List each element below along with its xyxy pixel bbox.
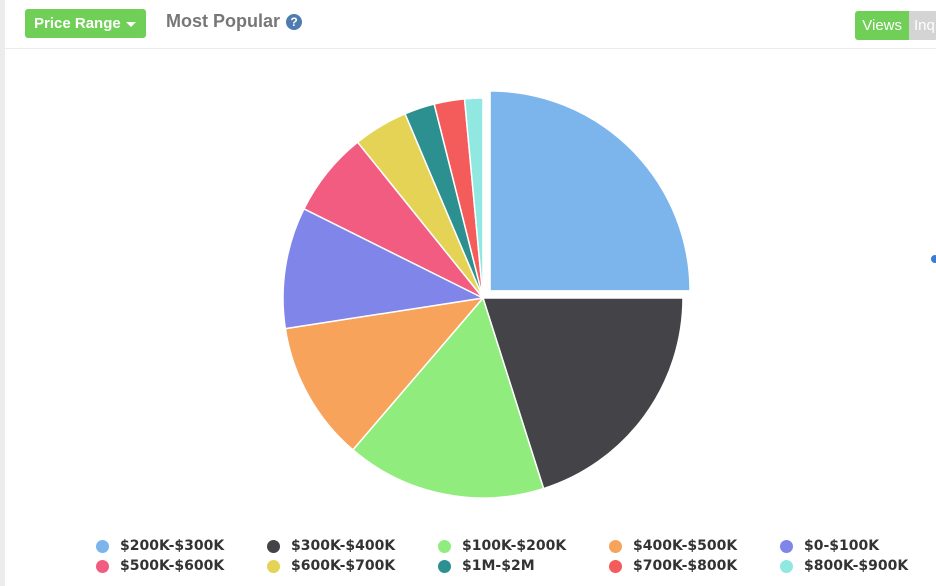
legend-item-1m-2m[interactable]: $1M-$2M: [438, 557, 609, 575]
legend-label: $500K-$600K: [120, 558, 225, 574]
pie-slice-800k-900k[interactable]: [463, 97, 484, 299]
legend-item-700k-800k[interactable]: $700K-$800K: [609, 557, 780, 575]
legend-swatch: [96, 559, 109, 573]
legend-item-600k-700k[interactable]: $600K-$700K: [267, 557, 438, 575]
pie-slice-300k-400k[interactable]: [482, 297, 684, 490]
legend-item-200k-300k[interactable]: $200K-$300K: [96, 537, 267, 555]
edge-marker: [931, 255, 936, 263]
legend-swatch: [96, 539, 109, 553]
toggle-inquiries-button[interactable]: Inq: [909, 11, 936, 40]
legend-label: $1M-$2M: [462, 558, 535, 574]
pie-slice-400k-500k[interactable]: [284, 297, 484, 451]
legend-item-300k-400k[interactable]: $300K-$400K: [267, 537, 438, 555]
legend-swatch: [267, 539, 280, 553]
legend-swatch: [267, 559, 280, 573]
legend-swatch: [780, 539, 793, 553]
legend-swatch: [609, 559, 622, 573]
help-circle-icon[interactable]: ?: [286, 13, 303, 30]
legend-label: $200K-$300K: [120, 538, 225, 554]
legend-label: $700K-$800K: [633, 558, 738, 574]
legend-swatch: [609, 539, 622, 553]
legend-swatch: [438, 539, 451, 553]
title-text: Most Popular: [166, 11, 281, 31]
legend-item-500k-600k[interactable]: $500K-$600K: [96, 557, 267, 575]
toggle-views-button[interactable]: Views: [855, 11, 909, 40]
price-range-button[interactable]: Price Range: [25, 9, 146, 38]
toolbar: Price Range Most Popular ? Views Inq: [5, 0, 936, 49]
pie-slice-100k-200k[interactable]: [352, 297, 545, 499]
legend-swatch: [438, 559, 451, 573]
pie-slice-0-100k[interactable]: [282, 208, 484, 330]
price-range-label: Price Range: [34, 15, 121, 32]
legend-item-0-100k[interactable]: $0-$100K: [780, 537, 936, 555]
page-title: Most Popular ?: [166, 11, 303, 32]
legend-item-400k-500k[interactable]: $400K-$500K: [609, 537, 780, 555]
legend-label: $600K-$700K: [291, 558, 396, 574]
legend-item-100k-200k[interactable]: $100K-$200K: [438, 537, 609, 555]
legend-label: $800K-$900K: [804, 558, 909, 574]
caret-down-icon: [125, 22, 136, 27]
legend-item-800k-900k[interactable]: $800K-$900K: [780, 557, 936, 575]
legend-label: $300K-$400K: [291, 538, 396, 554]
view-toggle: Views Inq: [855, 11, 936, 40]
pie-slice-200k-300k[interactable]: [489, 90, 691, 292]
pie-chart: [282, 90, 691, 499]
legend-label: $0-$100K: [804, 538, 880, 554]
left-edge-shade: [0, 0, 5, 586]
legend-label: $100K-$200K: [462, 538, 567, 554]
chart-legend: $200K-$300K $300K-$400K $100K-$200K $400K-$…: [96, 537, 936, 575]
legend-swatch: [780, 559, 793, 573]
legend-label: $400K-$500K: [633, 538, 738, 554]
